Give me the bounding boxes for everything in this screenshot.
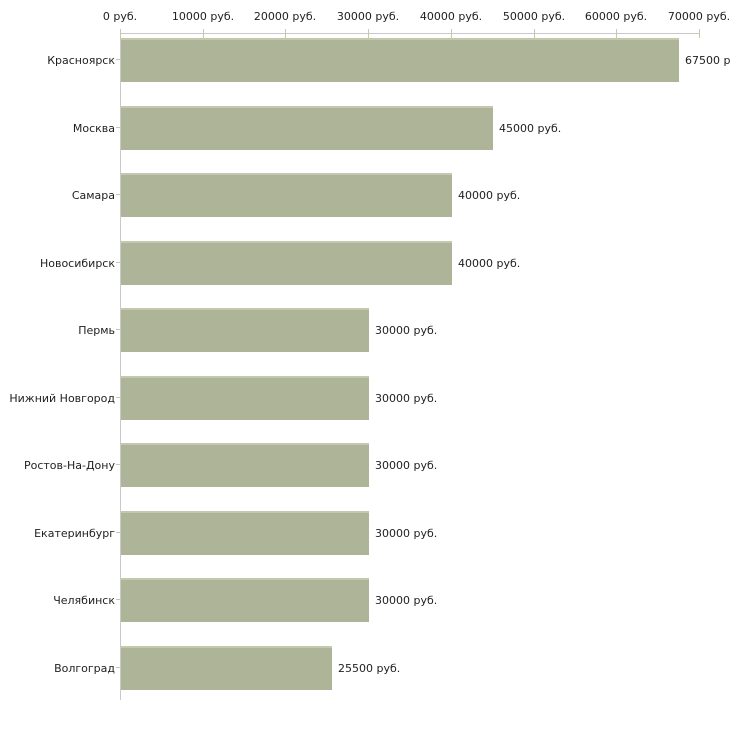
y-axis-tick [116, 127, 120, 128]
value-label: 67500 руб. [685, 53, 730, 67]
x-axis-tick-label: 70000 руб. [667, 10, 730, 23]
y-axis-tick [116, 532, 120, 533]
x-axis-tick [534, 29, 535, 38]
x-axis-tick [120, 29, 121, 38]
y-axis-tick [116, 194, 120, 195]
value-label: 40000 руб. [458, 256, 521, 270]
x-axis-tick-label: 0 руб. [102, 10, 138, 23]
category-label: Волгоград [54, 661, 115, 675]
y-axis-tick [116, 599, 120, 600]
value-label: 45000 руб. [499, 121, 562, 135]
y-axis-line [120, 33, 121, 700]
x-axis-tick [368, 29, 369, 38]
bar [121, 443, 369, 487]
bar [121, 308, 369, 352]
y-axis-tick [116, 464, 120, 465]
x-axis-tick [699, 29, 700, 38]
x-axis-tick-label: 50000 руб. [502, 10, 566, 23]
bar [121, 578, 369, 622]
x-axis-tick-label: 10000 руб. [171, 10, 235, 23]
x-axis-tick-label: 20000 руб. [253, 10, 317, 23]
category-label: Екатеринбург [34, 526, 115, 540]
x-axis-tick [616, 29, 617, 38]
category-label: Москва [72, 121, 115, 135]
category-label: Красноярск [47, 53, 115, 67]
x-axis-tick-label: 60000 руб. [584, 10, 648, 23]
x-axis-tick [203, 29, 204, 38]
value-label: 40000 руб. [458, 188, 521, 202]
bar [121, 511, 369, 555]
y-axis-tick [116, 667, 120, 668]
value-label: 30000 руб. [375, 391, 438, 405]
category-label: Нижний Новгород [9, 391, 115, 405]
x-axis-tick [285, 29, 286, 38]
bar [121, 173, 452, 217]
category-label: Самара [71, 188, 115, 202]
value-label: 30000 руб. [375, 323, 438, 337]
x-axis-tick [451, 29, 452, 38]
category-label: Новосибирск [39, 256, 115, 270]
x-axis-tick-label: 30000 руб. [336, 10, 400, 23]
category-label: Ростов-На-Дону [23, 458, 115, 472]
x-axis-line [120, 33, 700, 34]
bar [121, 106, 493, 150]
x-axis-tick-label: 40000 руб. [419, 10, 483, 23]
y-axis-tick [116, 59, 120, 60]
y-axis-tick [116, 329, 120, 330]
bar [121, 38, 679, 82]
y-axis-tick [116, 397, 120, 398]
bar [121, 376, 369, 420]
y-axis-tick [116, 262, 120, 263]
category-label: Челябинск [53, 593, 115, 607]
value-label: 30000 руб. [375, 458, 438, 472]
bar [121, 646, 332, 690]
value-label: 30000 руб. [375, 593, 438, 607]
category-label: Пермь [78, 323, 115, 337]
bar [121, 241, 452, 285]
value-label: 30000 руб. [375, 526, 438, 540]
value-label: 25500 руб. [338, 661, 401, 675]
